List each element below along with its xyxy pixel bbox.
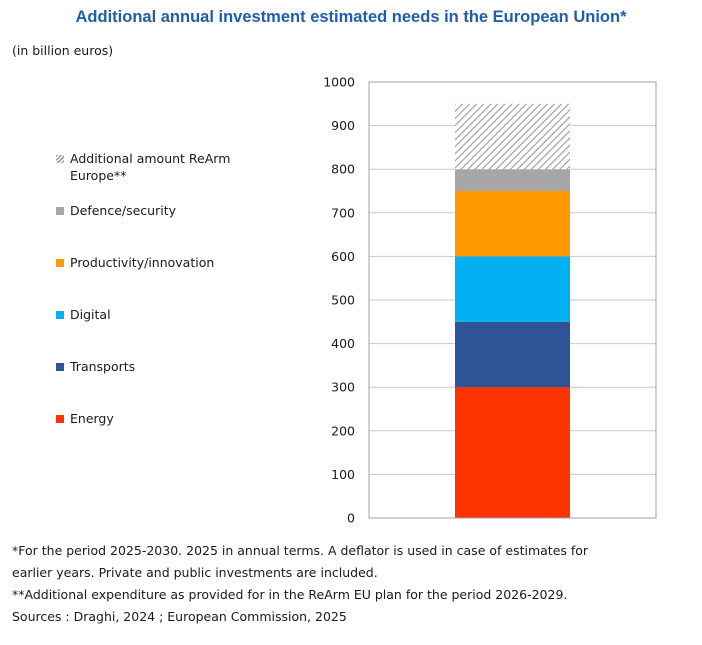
footnote-rearm: **Additional expenditure as provided for…: [12, 587, 568, 602]
legend-item: Energy: [56, 410, 270, 427]
y-tick-label: 700: [331, 205, 355, 220]
bar-segment-transports: [455, 321, 570, 388]
y-tick-label: 900: [331, 118, 355, 133]
legend-item: Productivity/innovation: [56, 254, 270, 271]
y-tick-label: 600: [331, 249, 355, 264]
y-tick-label: 200: [331, 423, 355, 438]
footnotes: *For the period 2025-2030. 2025 in annua…: [12, 540, 588, 628]
legend-label: Transports: [70, 359, 136, 374]
y-tick-label: 100: [331, 467, 355, 482]
legend-swatch: [56, 415, 64, 423]
chart-subtitle: (in billion euros): [12, 43, 114, 58]
bar-segment-productivity-innovation: [455, 191, 570, 257]
y-axis: 0 100 200 300 400 500 600 700 800 900 1000: [323, 75, 355, 526]
legend-label: Digital: [70, 307, 111, 322]
legend-swatch: [56, 207, 64, 215]
chart-title: Additional annual investment estimated n…: [75, 8, 627, 26]
bar-segment-additional-amount-rearm-europe: [455, 103, 570, 170]
footnote-period: *For the period 2025-2030. 2025 in annua…: [12, 543, 589, 558]
y-tick-label: 800: [331, 162, 355, 177]
legend-label: Energy: [70, 411, 114, 426]
y-tick-label: 1000: [323, 75, 355, 90]
plot-area-frame: [368, 81, 657, 519]
legend-swatch: [56, 363, 64, 371]
y-tick-label: 0: [347, 511, 355, 526]
y-tick-label: 300: [331, 380, 355, 395]
y-tick-label: 500: [331, 293, 355, 308]
legend-swatch: [56, 155, 64, 163]
bar-stack: [455, 103, 570, 518]
y-tick-label: 400: [331, 336, 355, 351]
legend-label: Defence/security: [70, 203, 177, 218]
legend-item: Transports: [56, 358, 270, 375]
bar-segment-defence-security: [455, 169, 570, 191]
footnote-sources: Sources : Draghi, 2024 ; European Commis…: [12, 609, 347, 624]
legend-swatch: [56, 311, 64, 319]
bar-segment-digital: [455, 256, 570, 322]
legend-item: Additional amount ReArm Europe**: [56, 150, 270, 184]
legend-swatch: [56, 259, 64, 267]
legend-label: Productivity/innovation: [70, 255, 215, 270]
legend-item: Defence/security: [56, 202, 270, 219]
bar-segment-energy: [455, 387, 570, 518]
legend-label: Additional amount ReArm Europe**: [70, 151, 231, 183]
legend-item: Digital: [56, 306, 270, 323]
footnote-deflator: earlier years. Private and public invest…: [12, 565, 378, 580]
